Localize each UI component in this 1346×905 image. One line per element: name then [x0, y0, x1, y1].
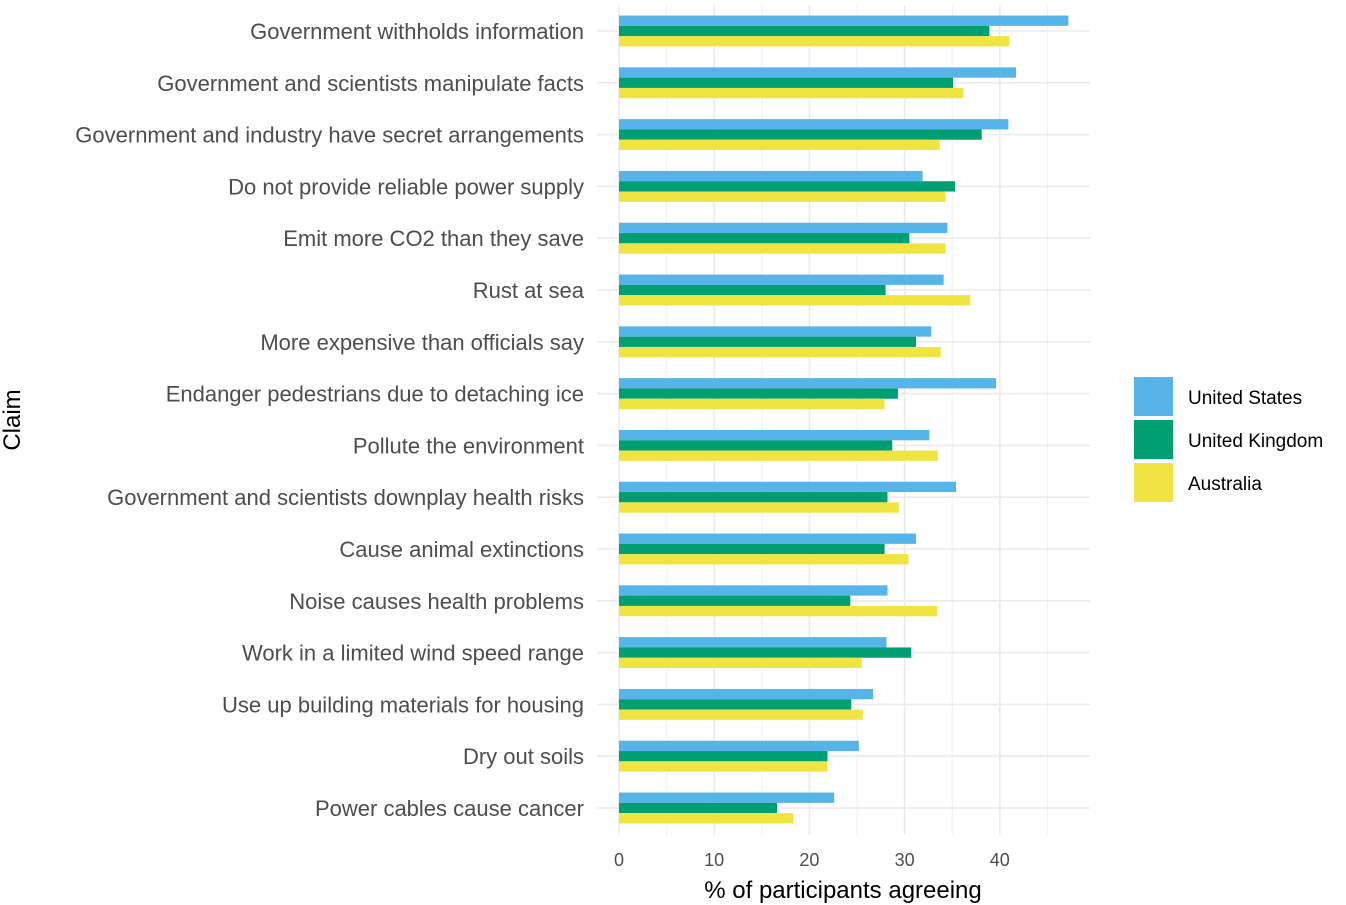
category-label: Emit more CO2 than they save — [283, 226, 584, 251]
category-label: Government and scientists manipulate fac… — [157, 71, 584, 96]
bar-united-states — [619, 326, 932, 337]
bar-australia — [619, 502, 899, 513]
bar-united-states — [619, 170, 923, 182]
bar-united-states — [619, 688, 874, 700]
bar-united-states — [619, 274, 944, 285]
bar-united-kingdom — [619, 388, 898, 399]
bar-australia — [619, 657, 862, 669]
category-label: Work in a limited wind speed range — [242, 641, 584, 666]
category-label: Dry out soils — [463, 744, 584, 769]
legend-label: United Kingdom — [1188, 431, 1323, 452]
bar-united-kingdom — [619, 233, 910, 244]
bar-united-kingdom — [619, 77, 954, 88]
x-tick-labels: 0 10 20 30 40 — [614, 850, 1010, 870]
bar-australia — [619, 346, 941, 358]
legend-key-australia — [1134, 463, 1173, 502]
legend-key-united-kingdom — [1134, 420, 1173, 459]
bar-australia — [619, 191, 946, 202]
bar-australia — [619, 761, 828, 772]
legend-label: Australia — [1188, 474, 1262, 495]
bar-united-kingdom — [619, 336, 917, 347]
category-label: Government and scientists downplay healt… — [107, 485, 584, 510]
bar-united-states — [619, 67, 1016, 78]
bar-australia — [619, 709, 863, 720]
bar-united-kingdom — [619, 595, 851, 606]
bar-australia — [619, 87, 964, 99]
category-labels: Government withholds information Governme… — [75, 19, 584, 821]
category-label: Noise causes health problems — [289, 589, 584, 614]
x-tick-label: 40 — [990, 850, 1010, 870]
bar-united-kingdom — [619, 440, 893, 451]
bar-united-kingdom — [619, 647, 912, 658]
bar-australia — [619, 139, 940, 151]
bar-australia — [619, 243, 946, 254]
bar-australia — [619, 295, 971, 306]
category-label: More expensive than officials say — [260, 330, 584, 355]
bar-australia — [619, 450, 938, 461]
bar-united-states — [619, 481, 957, 493]
legend: United States United Kingdom Australia — [1134, 377, 1323, 502]
bar-united-kingdom — [619, 699, 852, 710]
bar-united-kingdom — [619, 284, 886, 296]
bar-australia — [619, 605, 937, 617]
x-tick-label: 20 — [799, 850, 819, 870]
category-label: Cause animal extinctions — [339, 537, 584, 562]
bar-united-states — [619, 533, 917, 544]
category-label: Government and industry have secret arra… — [75, 123, 584, 148]
x-tick-label: 30 — [895, 850, 915, 870]
bar-united-states — [619, 429, 930, 441]
x-tick-label: 0 — [614, 850, 624, 870]
bar-united-kingdom — [619, 129, 982, 140]
bar-australia — [619, 554, 909, 565]
x-axis-title: % of participants agreeing — [704, 877, 982, 904]
bar-united-states — [619, 585, 888, 596]
bars-group — [619, 15, 1069, 824]
category-label: Rust at sea — [473, 278, 585, 303]
category-label: Do not provide reliable power supply — [228, 174, 584, 199]
bar-united-kingdom — [619, 492, 888, 503]
legend-label: United States — [1188, 388, 1302, 409]
bar-united-states — [619, 792, 835, 803]
bar-australia — [619, 398, 885, 410]
bar-united-kingdom — [619, 181, 956, 192]
bar-united-states — [619, 119, 1009, 130]
bar-australia — [619, 36, 1010, 47]
bar-united-kingdom — [619, 751, 828, 762]
category-label: Endanger pedestrians due to detaching ic… — [166, 382, 584, 407]
bar-australia — [619, 813, 794, 824]
bar-united-states — [619, 222, 948, 234]
y-axis-title: Claim — [0, 389, 26, 450]
x-tick-label: 10 — [704, 850, 724, 870]
category-label: Government withholds information — [250, 19, 584, 44]
category-label: Use up building materials for housing — [222, 692, 584, 717]
bar-united-states — [619, 15, 1069, 26]
category-label: Power cables cause cancer — [315, 796, 584, 821]
bar-united-states — [619, 637, 887, 648]
category-label: Pollute the environment — [353, 433, 584, 458]
bar-united-kingdom — [619, 543, 885, 555]
bar-united-kingdom — [619, 802, 778, 814]
bar-united-kingdom — [619, 25, 990, 37]
bar-united-states — [619, 378, 996, 389]
legend-key-united-states — [1134, 377, 1173, 416]
bar-united-states — [619, 740, 859, 752]
